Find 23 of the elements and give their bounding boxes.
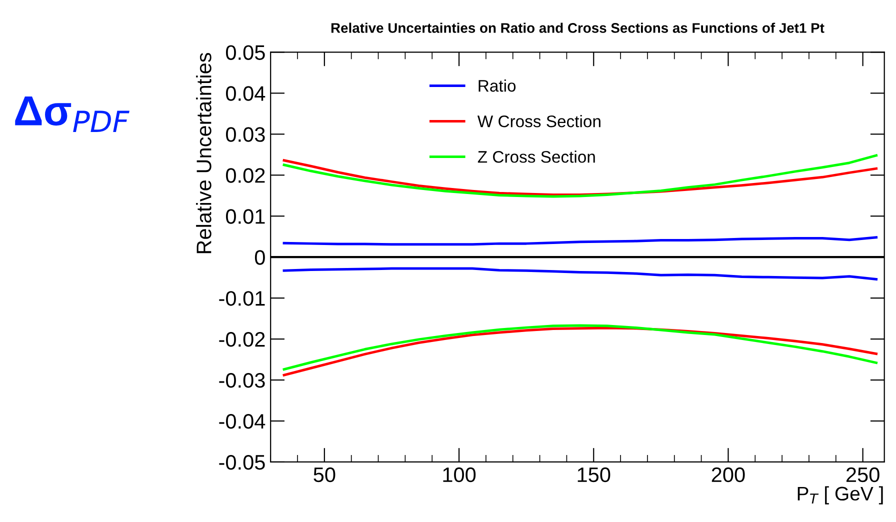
x-tick-label: 250 <box>846 467 880 482</box>
legend-label: Ratio <box>478 79 516 92</box>
y-tick-label: -0.01 <box>219 291 265 306</box>
x-tick-label: 50 <box>314 467 336 482</box>
x-tick-label: 200 <box>712 467 745 482</box>
legend-label: W Cross Section <box>477 115 600 128</box>
y-tick-label: -0.04 <box>219 414 266 429</box>
y-axis-title: Relative Uncertainties <box>196 52 212 254</box>
x-tick-label: 100 <box>443 467 476 482</box>
y-tick-label: 0.01 <box>226 209 265 224</box>
legend-label: Z Cross Section <box>478 150 595 163</box>
y-tick-label: -0.05 <box>219 454 265 470</box>
text: Δσ$_{PDF}$ <box>15 96 130 132</box>
y-tick-label: 0.04 <box>226 86 266 101</box>
y-tick-label: 0.02 <box>226 168 265 183</box>
y-tick-label: -0.03 <box>219 373 265 388</box>
y-tick-label: 0.03 <box>226 127 265 142</box>
x-axis-title: P$_{T}$ [ GeV ] <box>798 486 883 504</box>
x-tick-label: 150 <box>578 467 610 482</box>
y-tick-label: -0.02 <box>219 332 265 347</box>
y-tick-label: 0.05 <box>226 45 265 60</box>
chart-title: Relative Uncertainties on Ratio and Cross Sections as Functions of Jet1 Pt <box>331 22 824 33</box>
y-tick-label: 0 <box>254 250 265 265</box>
